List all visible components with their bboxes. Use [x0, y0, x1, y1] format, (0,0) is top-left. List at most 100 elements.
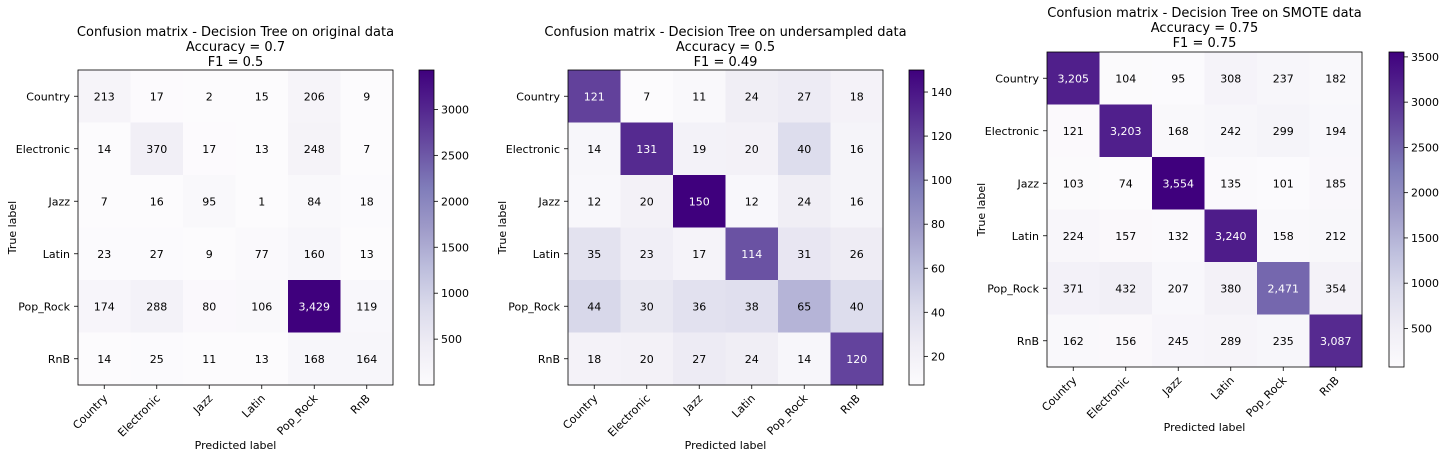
cell-value-label: 14: [97, 353, 111, 366]
cell-value-label: 12: [587, 195, 601, 208]
cell-value-label: 27: [797, 90, 811, 103]
heatmap-cell: [778, 280, 831, 333]
heatmap-cell: [78, 175, 131, 228]
cell-value-label: 16: [850, 195, 864, 208]
heatmap-cell: [1257, 52, 1310, 105]
cell-value-label: 160: [304, 248, 325, 261]
plot-frame: [1046, 51, 1363, 368]
cell-value-label: 370: [146, 143, 167, 156]
chart-title-line: Confusion matrix - Decision Tree on orig…: [77, 25, 394, 40]
y-tick-label: Pop_Rock: [987, 282, 1039, 295]
y-tick-label: Jazz: [537, 195, 560, 208]
cell-value-label: 245: [1168, 335, 1189, 348]
heatmap-cell: [1204, 52, 1258, 105]
cell-value-label: 3,429: [299, 300, 331, 313]
cell-value-label: 103: [1063, 177, 1084, 190]
cell-value-label: 371: [1063, 282, 1084, 295]
y-axis-label: True label: [496, 201, 509, 255]
cell-value-label: 19: [692, 143, 706, 156]
cell-value-label: 17: [692, 248, 706, 261]
plot-frame: [567, 69, 884, 386]
heatmap-cell: [1257, 314, 1310, 368]
heatmap-cell: [288, 280, 341, 333]
heatmap-cell: [1047, 52, 1100, 105]
heatmap-cell: [130, 332, 184, 386]
y-tick-label: Electronic: [985, 125, 1039, 138]
colorbar-tick-label: 120: [931, 130, 952, 143]
x-tick-label: Jazz: [190, 392, 215, 417]
cell-value-label: 164: [356, 353, 377, 366]
cell-value-label: 185: [1325, 177, 1346, 190]
heatmap-cell: [1309, 104, 1363, 158]
x-tick-label: RnB: [348, 392, 373, 417]
heatmap-cell: [183, 332, 236, 386]
heatmap-cell: [1152, 104, 1205, 158]
cell-value-label: 182: [1325, 72, 1346, 85]
heatmap-cell: [340, 227, 394, 281]
heatmap-cell: [340, 175, 394, 228]
heatmap-cell: [1047, 157, 1100, 210]
x-tick-label: Country: [560, 392, 600, 432]
cell-value-label: 121: [1063, 125, 1084, 138]
cell-value-label: 1: [258, 195, 265, 208]
cell-value-label: 27: [692, 353, 706, 366]
heatmap-cell: [1099, 209, 1153, 263]
x-tick-label: RnB: [838, 392, 863, 417]
cell-value-label: 168: [304, 353, 325, 366]
cell-value-label: 24: [745, 90, 759, 103]
cell-value-label: 157: [1115, 230, 1136, 243]
x-axis-label: Predicted label: [195, 439, 277, 452]
x-tick-label: Latin: [239, 392, 267, 420]
cell-value-label: 101: [1273, 177, 1294, 190]
heatmap-cell: [1309, 209, 1363, 263]
heatmap-cell: [78, 122, 131, 176]
y-tick-label: Pop_Rock: [18, 300, 70, 313]
heatmap-cell: [1099, 314, 1153, 368]
heatmap-cell: [1099, 104, 1153, 158]
heatmap-cell: [620, 70, 674, 123]
colorbar-tick-label: 2000: [441, 195, 469, 208]
heatmap-cell: [78, 70, 131, 123]
cell-value-label: 224: [1063, 230, 1084, 243]
heatmap-cell: [830, 280, 884, 333]
cell-value-label: 12: [745, 195, 759, 208]
cell-value-label: 13: [255, 353, 269, 366]
heatmap-cell: [620, 227, 674, 281]
x-axis-label: Predicted label: [685, 439, 767, 452]
colorbar-tick-label: 1000: [441, 287, 469, 300]
heatmap-cell: [620, 175, 674, 228]
y-tick-label: Country: [516, 90, 560, 103]
heatmap-cell: [1204, 314, 1258, 368]
heatmap-cell: [1257, 209, 1310, 263]
cell-value-label: 207: [1168, 282, 1189, 295]
cell-value-label: 158: [1273, 230, 1294, 243]
heatmap-cell: [1257, 262, 1310, 315]
heatmap-cell: [830, 227, 884, 281]
cell-value-label: 106: [251, 300, 272, 313]
cell-value-label: 16: [850, 143, 864, 156]
cell-value-label: 65: [797, 300, 811, 313]
cell-value-label: 20: [640, 353, 654, 366]
colorbar: [1388, 51, 1405, 368]
cell-value-label: 27: [150, 248, 164, 261]
x-tick-label: Country: [1039, 374, 1079, 414]
heatmap-cell: [830, 70, 884, 123]
colorbar-tick-label: 2500: [441, 149, 469, 162]
x-tick-label: Pop_Rock: [1244, 373, 1290, 419]
heatmap-cell: [1047, 262, 1100, 315]
chart-title-line: Accuracy = 0.75: [1151, 21, 1258, 36]
heatmap-cell: [78, 280, 131, 333]
chart-title-line: Accuracy = 0.5: [676, 40, 775, 55]
chart-title-line: F1 = 0.75: [1173, 36, 1237, 51]
cell-value-label: 213: [94, 90, 115, 103]
y-axis-label: True label: [975, 183, 988, 237]
heatmap-cell: [1309, 262, 1363, 315]
x-tick-label: Electronic: [115, 392, 163, 440]
cell-value-label: 131: [636, 143, 657, 156]
heatmap-cell: [725, 122, 779, 176]
cell-value-label: 289: [1220, 335, 1241, 348]
heatmap-cell: [1309, 314, 1363, 368]
heatmap-cell: [1099, 157, 1153, 210]
x-tick-label: Latin: [1208, 374, 1236, 402]
